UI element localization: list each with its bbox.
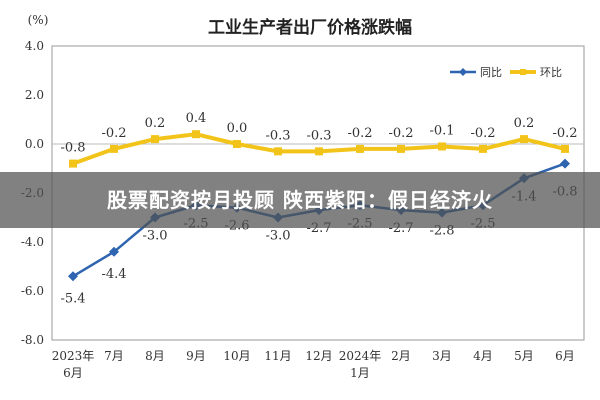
data-point-mom — [520, 135, 528, 144]
y-axis-unit: (%) — [28, 13, 49, 27]
data-label: -5.4 — [60, 291, 85, 306]
data-point-mom — [151, 135, 159, 144]
data-point-mom — [479, 144, 487, 153]
data-label: -3.0 — [142, 229, 167, 244]
data-point-mom — [315, 147, 323, 156]
y-tick-label: -8.0 — [21, 333, 44, 347]
x-tick-label: 6月 — [63, 366, 83, 380]
x-tick-label: 5月 — [514, 349, 534, 363]
legend-label: 环比 — [540, 66, 562, 79]
x-tick-label: 11月 — [264, 349, 291, 363]
data-point-mom — [356, 144, 364, 153]
data-label: -0.2 — [347, 126, 372, 141]
y-tick-label: 4.0 — [25, 39, 44, 53]
data-label: 0.0 — [227, 121, 248, 136]
y-tick-label: 0.0 — [25, 137, 44, 151]
chart-title: 工业生产者出厂价格涨跌幅 — [208, 17, 412, 38]
data-label: 0.2 — [514, 116, 535, 131]
data-point-mom — [233, 140, 241, 148]
x-tick-label: 3月 — [432, 349, 452, 363]
data-point-yoy — [109, 246, 119, 257]
data-label: -0.3 — [306, 128, 331, 143]
data-label: 0.4 — [186, 111, 207, 126]
x-tick-label: 12月 — [305, 349, 332, 363]
data-label: -0.2 — [552, 126, 577, 141]
data-label: 0.2 — [145, 116, 166, 131]
data-point-mom — [397, 144, 405, 153]
banner-text: 股票配资按月投顾 陕西紫阳：假日经济火 — [107, 188, 493, 212]
data-point-mom — [274, 147, 282, 156]
x-tick-label: 7月 — [104, 349, 124, 363]
data-label: -0.2 — [388, 126, 413, 141]
x-tick-label: 9月 — [186, 349, 206, 363]
x-tick-label: 6月 — [555, 349, 575, 363]
x-tick-label: 2023年 — [52, 349, 95, 363]
data-label: -0.1 — [429, 123, 454, 138]
legend-marker — [520, 69, 526, 75]
x-tick-label: 10月 — [223, 349, 250, 363]
data-label: -0.2 — [470, 126, 495, 141]
data-label: -4.4 — [101, 267, 126, 282]
data-point-mom — [110, 144, 118, 153]
data-point-yoy — [68, 271, 78, 282]
overlay-banner: 股票配资按月投顾 陕西紫阳：假日经济火 — [0, 172, 600, 228]
x-tick-label: 8月 — [145, 349, 165, 363]
data-point-mom — [192, 130, 200, 139]
data-point-mom — [438, 142, 446, 151]
data-label: -0.8 — [60, 141, 85, 156]
y-tick-label: 2.0 — [25, 88, 44, 102]
legend: 同比 环比 — [450, 66, 562, 79]
data-label: -0.2 — [101, 126, 126, 141]
data-point-mom — [69, 159, 77, 168]
x-tick-label: 2月 — [391, 349, 411, 363]
data-label: -3.0 — [265, 229, 290, 244]
legend-marker — [459, 68, 467, 76]
x-tick-labels: 2023年 6月 7月 8月 9月 10月 11月 12月 2024年 1月 2月 3月 4月 5月 6月 — [52, 349, 575, 380]
legend-label: 同比 — [480, 66, 502, 79]
x-tick-label: 2024年 — [339, 349, 382, 363]
y-tick-label: -4.0 — [21, 235, 44, 249]
data-point-mom — [561, 144, 569, 153]
data-label: -0.3 — [265, 128, 290, 143]
y-tick-label: -6.0 — [21, 284, 44, 298]
x-tick-label: 4月 — [473, 349, 493, 363]
data-point-yoy — [560, 158, 570, 169]
x-tick-label: 1月 — [350, 366, 370, 380]
